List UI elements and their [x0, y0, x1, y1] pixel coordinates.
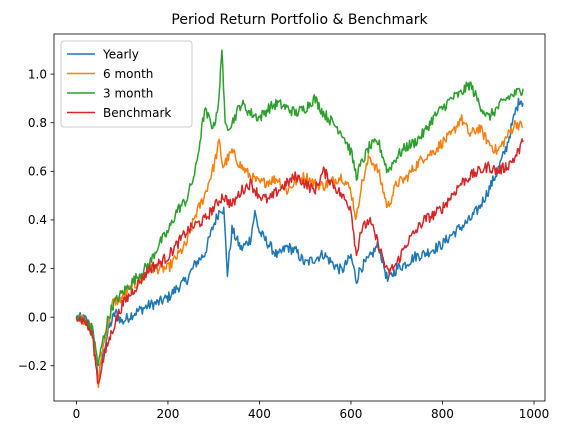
y-tick-label: 0.4 [28, 213, 47, 227]
series-layer [75, 49, 524, 389]
y-tick-label: −0.2 [18, 359, 47, 373]
legend-label: Benchmark [103, 106, 171, 120]
legend: Yearly 6 month 3 month Benchmark [60, 40, 193, 128]
x-tick-label: 800 [431, 407, 454, 421]
y-tick-label: 0.2 [28, 262, 47, 276]
series-line-yearly [75, 97, 524, 384]
y-tick-label: 0.6 [28, 165, 47, 179]
y-tick-label: 0.8 [28, 116, 47, 130]
y-tick-label: 0.0 [28, 310, 47, 324]
x-tick-label: 600 [340, 407, 363, 421]
series-line-benchmark [75, 138, 524, 385]
series-line-3-month [75, 49, 524, 367]
legend-label: Yearly [102, 47, 139, 61]
legend-label: 6 month [103, 67, 153, 81]
chart-title: Period Return Portfolio & Benchmark [171, 12, 428, 28]
x-tick-label: 400 [248, 407, 271, 421]
x-tick-label: 200 [156, 407, 179, 421]
y-tick-label: 1.0 [28, 67, 47, 81]
legend-box [60, 40, 193, 128]
plot-frame [53, 33, 546, 402]
x-tick-label: 0 [73, 407, 81, 421]
x-tick-label: 1000 [519, 407, 550, 421]
axes-layer: 0 200 400 600 800 1000 −0.2 0.0 0.2 0.4 0.6 0.8 1.0 [18, 33, 550, 421]
legend-label: 3 month [103, 86, 153, 100]
